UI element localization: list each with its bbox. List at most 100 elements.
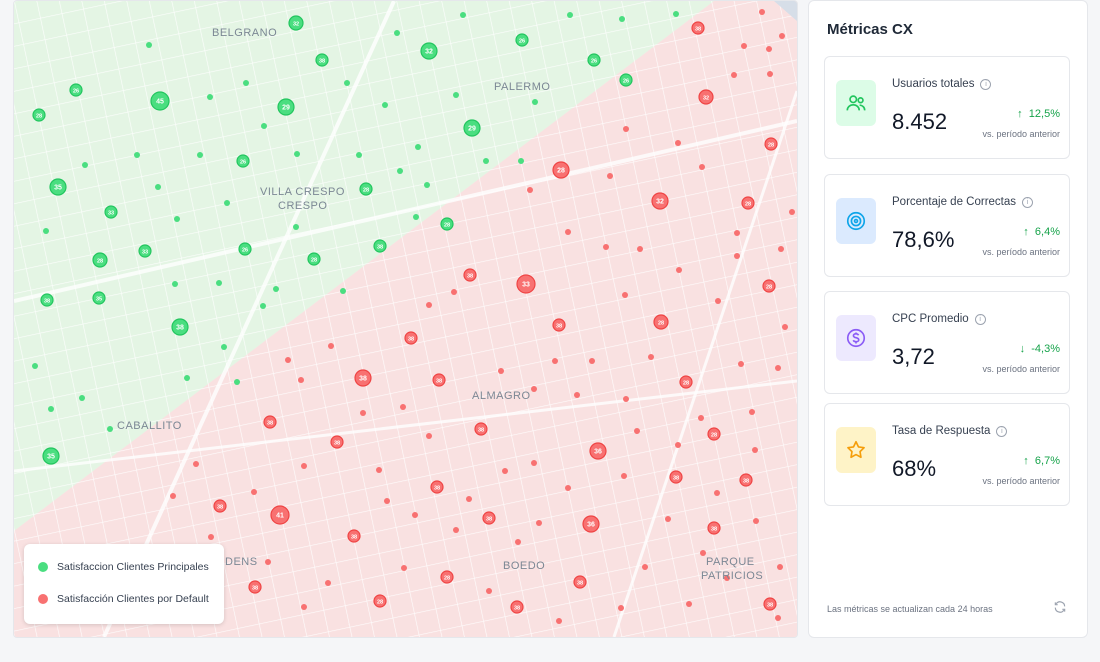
marker-label: 41: [276, 513, 284, 520]
marker-label: 38: [556, 324, 562, 330]
small-red-dot: [777, 564, 783, 570]
map-marker[interactable]: 33: [516, 274, 536, 294]
map-marker[interactable]: 38: [213, 499, 227, 513]
marker-label: 26: [242, 248, 248, 254]
marker-circle: [330, 435, 344, 449]
map-marker[interactable]: 38: [707, 521, 721, 535]
map-marker[interactable]: 45: [150, 91, 170, 111]
map-marker[interactable]: 38: [510, 600, 524, 614]
map-marker[interactable]: 28: [440, 570, 454, 584]
map-marker[interactable]: 38: [669, 470, 683, 484]
map-marker[interactable]: 32: [651, 192, 669, 210]
marker-label: 38: [176, 325, 184, 332]
map-marker[interactable]: 28: [762, 279, 776, 293]
map-marker[interactable]: 38: [482, 511, 496, 525]
marker-label: 38: [319, 59, 325, 65]
map-marker[interactable]: 36: [582, 515, 600, 533]
map-marker[interactable]: 36: [589, 442, 607, 460]
map-marker[interactable]: 38: [373, 239, 387, 253]
info-icon[interactable]: i: [996, 425, 1008, 437]
small-red-dot: [607, 173, 613, 179]
marker-label: 26: [240, 160, 246, 166]
map-marker[interactable]: 32: [698, 89, 714, 105]
map-marker[interactable]: 38: [573, 575, 587, 589]
map-marker[interactable]: 38: [463, 268, 477, 282]
marker-circle: [171, 318, 189, 336]
map-marker[interactable]: 29: [463, 119, 481, 137]
small-red-dot: [502, 468, 508, 474]
map-marker[interactable]: 28: [359, 182, 373, 196]
map-marker[interactable]: 38: [347, 529, 361, 543]
metric-card-cpc: CPC Promedio i 3,72 ↓ -4,3% vs. período a…: [824, 291, 1070, 394]
map-marker[interactable]: 33: [104, 205, 118, 219]
map[interactable]: 32 32 26 45 29 29 26 38 35 28 26 33 38 33 28 35 28 26 28 38…: [13, 0, 798, 638]
map-marker[interactable]: 38: [432, 373, 446, 387]
marker-circle: [515, 33, 529, 47]
map-marker[interactable]: 26: [69, 83, 83, 97]
map-marker[interactable]: 26: [619, 73, 633, 87]
map-marker[interactable]: 28: [307, 252, 321, 266]
marker-label: 28: [745, 202, 751, 208]
map-marker[interactable]: 38: [474, 422, 488, 436]
small-green-dot: [382, 102, 388, 108]
small-red-dot: [531, 460, 537, 466]
small-green-dot: [518, 158, 524, 164]
marker-circle: [373, 239, 387, 253]
map-marker[interactable]: 38: [552, 318, 566, 332]
map-marker[interactable]: 38: [739, 473, 753, 487]
map-marker[interactable]: 41: [270, 505, 290, 525]
small-red-dot: [589, 358, 595, 364]
map-marker[interactable]: 38: [330, 435, 344, 449]
map-marker[interactable]: 32: [420, 42, 438, 60]
map-marker[interactable]: 28: [653, 314, 669, 330]
marker-label: 38: [334, 441, 340, 447]
map-marker[interactable]: 26: [238, 242, 252, 256]
small-red-dot: [775, 615, 781, 621]
map-marker[interactable]: 38: [763, 597, 777, 611]
map-marker[interactable]: 26: [587, 53, 601, 67]
map-marker[interactable]: 38: [354, 369, 372, 387]
map-marker[interactable]: 28: [373, 594, 387, 608]
refresh-icon[interactable]: [1053, 600, 1067, 614]
map-marker[interactable]: 28: [764, 137, 778, 151]
map-marker[interactable]: 35: [42, 447, 60, 465]
map-marker[interactable]: 28: [707, 427, 721, 441]
map-marker[interactable]: 28: [741, 196, 755, 210]
small-green-dot: [394, 30, 400, 36]
small-red-dot: [753, 518, 759, 524]
marker-label: 28: [444, 223, 450, 229]
info-icon[interactable]: i: [974, 313, 986, 325]
map-marker[interactable]: 29: [277, 98, 295, 116]
map-marker[interactable]: 35: [92, 291, 106, 305]
info-icon[interactable]: i: [980, 78, 992, 90]
marker-circle: [277, 98, 295, 116]
small-red-dot: [767, 71, 773, 77]
map-marker[interactable]: 38: [40, 293, 54, 307]
metric-value: 78,6%: [892, 227, 955, 252]
map-marker[interactable]: 38: [404, 331, 418, 345]
map-marker[interactable]: 38: [315, 53, 329, 67]
small-red-dot: [574, 392, 580, 398]
map-marker[interactable]: 28: [92, 252, 108, 268]
map-marker[interactable]: 38: [691, 21, 705, 35]
small-red-dot: [749, 409, 755, 415]
small-green-dot: [107, 426, 113, 432]
map-marker[interactable]: 33: [138, 244, 152, 258]
map-marker[interactable]: 26: [515, 33, 529, 47]
map-marker[interactable]: 38: [263, 415, 277, 429]
map-marker[interactable]: 38: [430, 480, 444, 494]
map-marker[interactable]: 32: [288, 15, 304, 31]
map-marker[interactable]: 38: [248, 580, 262, 594]
map-marker[interactable]: 28: [552, 161, 570, 179]
map-marker[interactable]: 35: [49, 178, 67, 196]
marker-label: 28: [658, 321, 664, 327]
map-marker[interactable]: 26: [236, 154, 250, 168]
arrow-up-icon: ↑: [1023, 226, 1035, 238]
map-marker[interactable]: 38: [171, 318, 189, 336]
info-icon[interactable]: i: [1022, 196, 1034, 208]
marker-circle: [510, 600, 524, 614]
map-marker[interactable]: 28: [679, 375, 693, 389]
map-marker[interactable]: 28: [440, 217, 454, 231]
marker-label: 38: [467, 274, 473, 280]
map-marker[interactable]: 28: [32, 108, 46, 122]
